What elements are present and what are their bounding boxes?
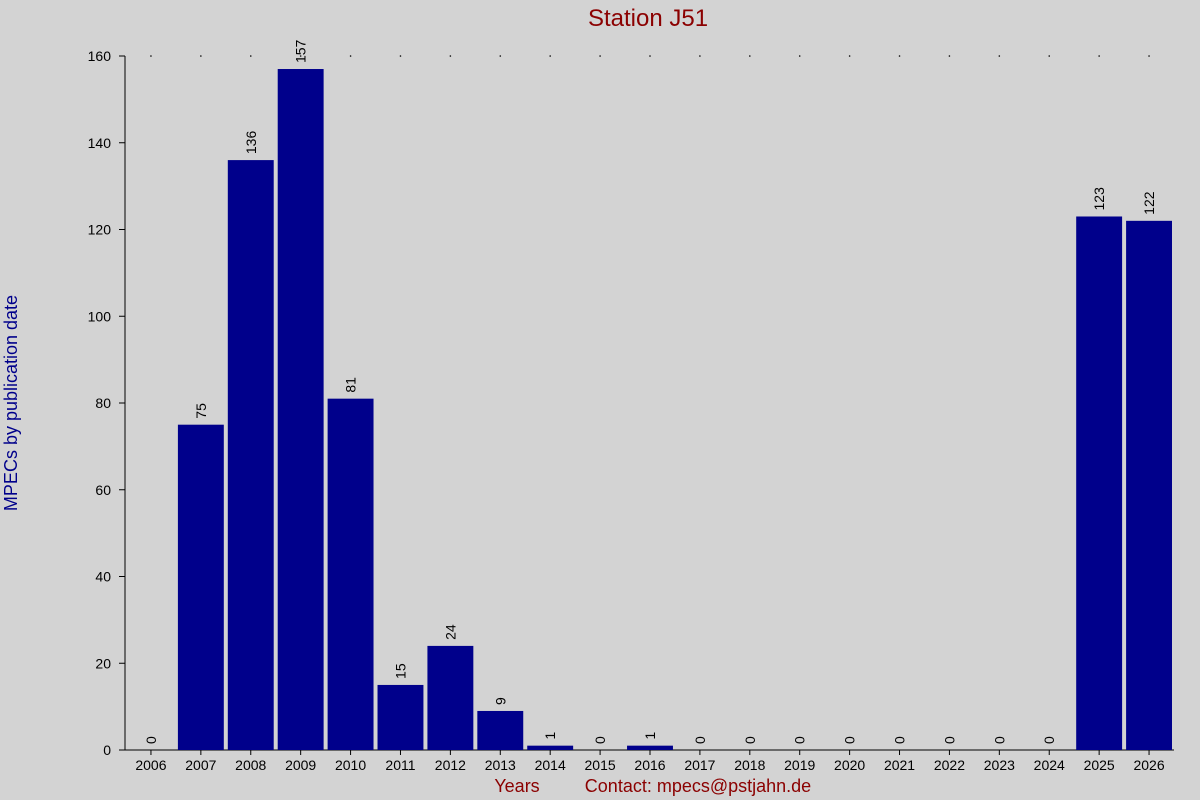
top-dot bbox=[299, 55, 302, 57]
data-label: 0 bbox=[991, 736, 1007, 744]
top-dot bbox=[649, 55, 651, 57]
data-label: 15 bbox=[392, 663, 408, 679]
y-tick-label: 20 bbox=[95, 655, 111, 671]
x-tick-label: 2012 bbox=[435, 757, 466, 773]
x-axis-label: Years bbox=[494, 776, 539, 796]
x-tick-label: 2014 bbox=[535, 757, 566, 773]
contact-label: Contact: mpecs@pstjahn.de bbox=[585, 776, 811, 796]
top-dot bbox=[948, 55, 951, 57]
data-label: 1 bbox=[542, 732, 558, 740]
x-tick-label: 2011 bbox=[385, 757, 415, 773]
data-label: 0 bbox=[1041, 736, 1057, 744]
top-dot bbox=[1098, 55, 1100, 57]
data-label: 81 bbox=[343, 377, 359, 393]
bar bbox=[527, 745, 574, 750]
top-dot bbox=[749, 55, 751, 57]
bar bbox=[327, 398, 374, 750]
data-label: 123 bbox=[1091, 187, 1107, 211]
bar bbox=[377, 684, 424, 750]
x-tick-label: 2010 bbox=[335, 757, 366, 773]
y-tick-label: 40 bbox=[95, 569, 111, 585]
x-tick-label: 2016 bbox=[634, 757, 665, 773]
top-dot bbox=[449, 55, 452, 57]
bar bbox=[277, 69, 324, 750]
data-label: 1 bbox=[642, 732, 658, 740]
data-label: 0 bbox=[792, 736, 808, 744]
bar bbox=[627, 745, 673, 750]
data-label: 0 bbox=[143, 736, 159, 744]
bar bbox=[1076, 216, 1123, 751]
data-label: 0 bbox=[592, 736, 608, 744]
data-label: 122 bbox=[1141, 191, 1157, 215]
y-tick-label: 160 bbox=[88, 48, 112, 64]
top-dot bbox=[898, 55, 901, 57]
bar bbox=[477, 710, 524, 750]
y-tick-label: 140 bbox=[88, 135, 112, 151]
top-dot bbox=[249, 55, 252, 57]
y-tick-label: 80 bbox=[95, 395, 111, 411]
x-tick-label: 2017 bbox=[684, 757, 715, 773]
x-tick-label: 2018 bbox=[734, 757, 765, 773]
top-dot bbox=[499, 55, 502, 57]
x-tick-label: 2007 bbox=[185, 757, 216, 773]
top-dot bbox=[1048, 55, 1051, 57]
bar bbox=[227, 160, 274, 751]
y-axis-label: MPECs by publication date bbox=[1, 295, 21, 511]
data-label: 24 bbox=[442, 624, 458, 640]
x-tick-label: 2026 bbox=[1133, 757, 1164, 773]
x-tick-label: 2023 bbox=[984, 757, 1015, 773]
data-label: 0 bbox=[892, 736, 908, 744]
x-tick-label: 2008 bbox=[235, 757, 266, 773]
bar bbox=[427, 645, 474, 750]
y-tick-label: 0 bbox=[103, 742, 111, 758]
data-label: 0 bbox=[742, 736, 758, 744]
top-dot bbox=[399, 55, 402, 57]
x-tick-label: 2021 bbox=[884, 757, 915, 773]
top-dot bbox=[1148, 55, 1150, 57]
bars bbox=[177, 69, 1172, 751]
data-labels: 0 75 136 157 81 15 24 9 1 0 1 0 0 0 0 0 0 0 0 123 122 bbox=[143, 39, 1157, 744]
y-tick-label: 60 bbox=[95, 482, 111, 498]
x-tick-label: 2019 bbox=[784, 757, 815, 773]
x-tick-label: 2025 bbox=[1084, 757, 1115, 773]
chart-title: Station J51 bbox=[588, 5, 708, 32]
top-dot bbox=[998, 55, 1001, 57]
y-tick-label: 100 bbox=[88, 308, 112, 324]
data-label: 9 bbox=[492, 697, 508, 705]
top-dot bbox=[798, 55, 801, 57]
data-label: 157 bbox=[293, 39, 309, 63]
data-label: 0 bbox=[842, 736, 858, 744]
top-dot bbox=[699, 55, 701, 57]
top-dot bbox=[150, 55, 152, 57]
top-dot bbox=[599, 55, 601, 57]
data-label: 0 bbox=[941, 736, 957, 744]
x-tick-label: 2015 bbox=[585, 757, 616, 773]
top-dot bbox=[349, 55, 352, 57]
x-tick-label: 2020 bbox=[834, 757, 865, 773]
x-tick-label: 2024 bbox=[1034, 757, 1065, 773]
data-label: 0 bbox=[692, 736, 708, 744]
bar bbox=[1126, 220, 1172, 750]
x-tick-label: 2006 bbox=[135, 757, 166, 773]
y-tick-label: 120 bbox=[88, 222, 112, 238]
top-dot bbox=[549, 55, 551, 57]
x-tick-label: 2022 bbox=[934, 757, 965, 773]
top-dot bbox=[200, 55, 202, 57]
top-dot bbox=[848, 55, 851, 57]
data-label: 75 bbox=[193, 403, 209, 419]
x-tick-label: 2009 bbox=[285, 757, 316, 773]
x-tick-label: 2013 bbox=[485, 757, 516, 773]
data-label: 136 bbox=[243, 131, 259, 155]
bar bbox=[177, 424, 224, 750]
